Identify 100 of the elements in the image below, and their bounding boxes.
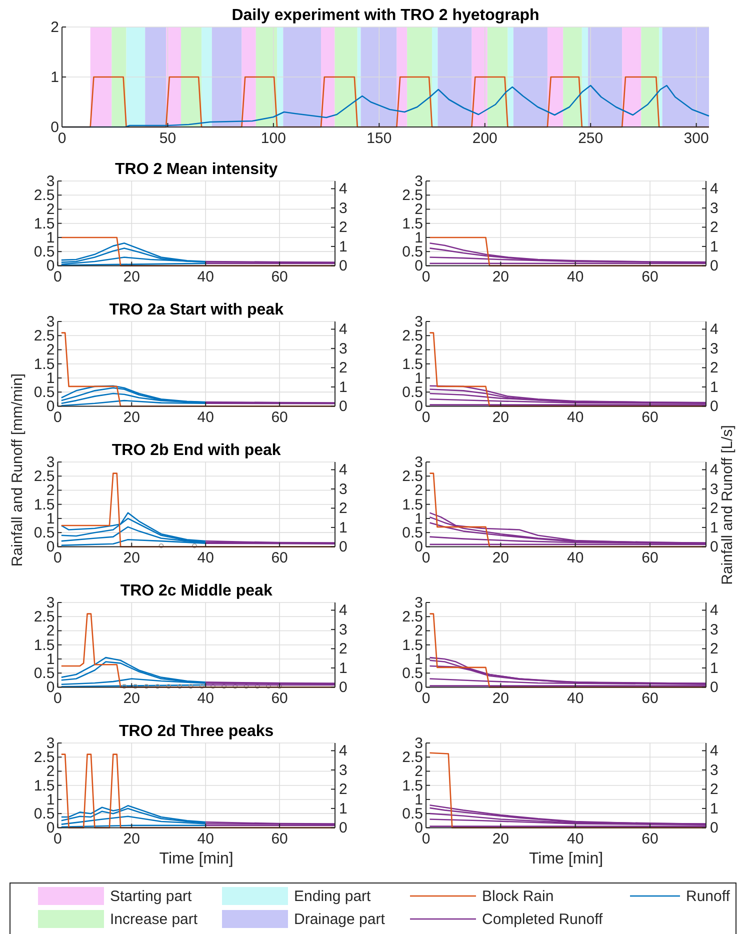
- legend-label: Runoff: [686, 888, 731, 905]
- x-tick-label: 40: [566, 830, 584, 848]
- x-tick-label: 60: [642, 690, 658, 708]
- legend-label: Block Rain: [482, 888, 554, 905]
- x-tick-label: 20: [123, 409, 140, 426]
- x-tick-label: 20: [123, 268, 140, 286]
- y2-tick-label: 2: [710, 781, 718, 798]
- x-axis-title: Time [min]: [528, 850, 604, 868]
- x-tick-label: 40: [197, 268, 214, 286]
- y2-axis-title: Rainfall and Runoff [L/s]: [719, 425, 736, 585]
- y2-tick-label: 4: [710, 742, 718, 760]
- x-tick-label: 60: [642, 268, 658, 286]
- y2-tick-label: 0: [710, 820, 718, 837]
- y-tick-label: 0: [50, 119, 59, 136]
- y-tick-label: 3: [414, 454, 423, 471]
- legend-label: Drainage part: [294, 911, 386, 928]
- x-tick-label: 60: [642, 550, 658, 567]
- y2-tick-label: 3: [339, 340, 348, 358]
- x-tick-label: 20: [492, 268, 510, 286]
- y2-tick-label: 4: [710, 462, 718, 479]
- y2-tick-label: 3: [339, 762, 348, 779]
- x-tick-label: 20: [492, 830, 510, 848]
- y2-tick-label: 4: [339, 602, 348, 620]
- x-axis-title: Time [min]: [159, 850, 234, 868]
- x-tick-label: 200: [472, 130, 498, 147]
- y2-tick-label: 1: [339, 378, 348, 396]
- x-tick-label: 60: [642, 830, 658, 848]
- y2-tick-label: 1: [339, 519, 348, 536]
- x-tick-label: 20: [492, 550, 510, 567]
- chart-title: TRO 2d Three peaks: [118, 723, 274, 740]
- y2-tick-label: 4: [339, 462, 348, 479]
- chart-title: TRO 2a Start with peak: [109, 302, 284, 318]
- y2-tick-label: 1: [339, 238, 348, 256]
- x-tick-label: 40: [566, 690, 584, 708]
- y-tick-label: 2: [50, 19, 59, 36]
- y2-tick-label: 3: [339, 480, 348, 498]
- x-tick-label: 40: [197, 830, 214, 848]
- y2-tick-label: 4: [710, 321, 718, 338]
- y2-tick-label: 4: [710, 180, 718, 198]
- x-tick-label: 300: [684, 130, 709, 147]
- y2-tick-label: 4: [339, 321, 348, 338]
- x-tick-label: 100: [260, 130, 286, 147]
- y2-tick-label: 1: [710, 660, 718, 677]
- y2-tick-label: 4: [710, 602, 718, 620]
- y2-tick-label: 3: [710, 200, 718, 217]
- y-tick-label: 3: [414, 173, 423, 190]
- y2-tick-label: 2: [339, 360, 348, 377]
- y2-tick-label: 0: [339, 820, 348, 837]
- x-tick-label: 60: [271, 690, 288, 708]
- y2-tick-label: 2: [339, 781, 348, 798]
- legend-label: Ending part: [294, 888, 372, 905]
- y2-tick-label: 3: [710, 621, 718, 638]
- y2-tick-label: 0: [339, 258, 348, 275]
- y2-tick-label: 0: [339, 538, 348, 556]
- legend-label: Increase part: [110, 911, 198, 928]
- y2-tick-label: 2: [339, 219, 348, 236]
- y2-tick-label: 1: [710, 800, 718, 818]
- y2-tick-label: 2: [710, 640, 718, 658]
- y2-tick-label: 4: [339, 180, 348, 198]
- x-tick-label: 40: [566, 268, 584, 286]
- y2-tick-label: 0: [710, 538, 718, 556]
- x-tick-label: 60: [642, 409, 658, 426]
- y2-tick-label: 0: [710, 258, 718, 275]
- legend-label: Completed Runoff: [482, 911, 604, 928]
- y2-tick-label: 0: [339, 398, 348, 416]
- y2-tick-label: 3: [710, 340, 718, 358]
- y-tick-label: 3: [414, 314, 423, 330]
- x-tick-label: 40: [566, 409, 584, 426]
- x-tick-label: 50: [159, 130, 176, 147]
- y-axis-title: Rainfall and Runoff [mm/min]: [9, 373, 26, 567]
- y2-tick-label: 0: [710, 398, 718, 416]
- y2-tick-label: 1: [339, 660, 348, 677]
- y2-tick-label: 2: [339, 500, 348, 518]
- y2-tick-label: 2: [710, 360, 718, 377]
- x-tick-label: 60: [271, 830, 288, 848]
- chart-title: TRO 2b End with peak: [112, 442, 281, 459]
- x-tick-label: 40: [566, 550, 584, 567]
- y2-tick-label: 4: [339, 742, 348, 760]
- y2-tick-label: 1: [339, 800, 348, 818]
- y-tick-label: 3: [414, 735, 423, 752]
- x-tick-label: 60: [271, 268, 288, 286]
- y-tick-label: 3: [46, 173, 55, 190]
- y2-tick-label: 3: [339, 621, 348, 638]
- x-tick-label: 20: [123, 830, 140, 848]
- x-tick-label: 20: [492, 409, 510, 426]
- y2-tick-label: 0: [339, 679, 348, 696]
- x-tick-label: 250: [578, 130, 604, 147]
- x-tick-label: 20: [492, 690, 510, 708]
- chart-title: Daily experiment with TRO 2 hyetograph: [232, 7, 540, 24]
- x-tick-label: 20: [123, 550, 140, 567]
- chart-title: TRO 2c Middle peak: [120, 582, 272, 600]
- y2-tick-label: 0: [710, 679, 718, 696]
- y-tick-label: 3: [414, 594, 423, 612]
- y-tick-label: 3: [46, 454, 55, 471]
- legend-label: Starting part: [110, 888, 193, 905]
- x-tick-label: 20: [123, 690, 140, 708]
- y2-tick-label: 3: [710, 762, 718, 779]
- x-tick-label: 40: [197, 690, 214, 708]
- y-tick-label: 1: [50, 69, 59, 86]
- x-tick-label: 150: [366, 130, 392, 147]
